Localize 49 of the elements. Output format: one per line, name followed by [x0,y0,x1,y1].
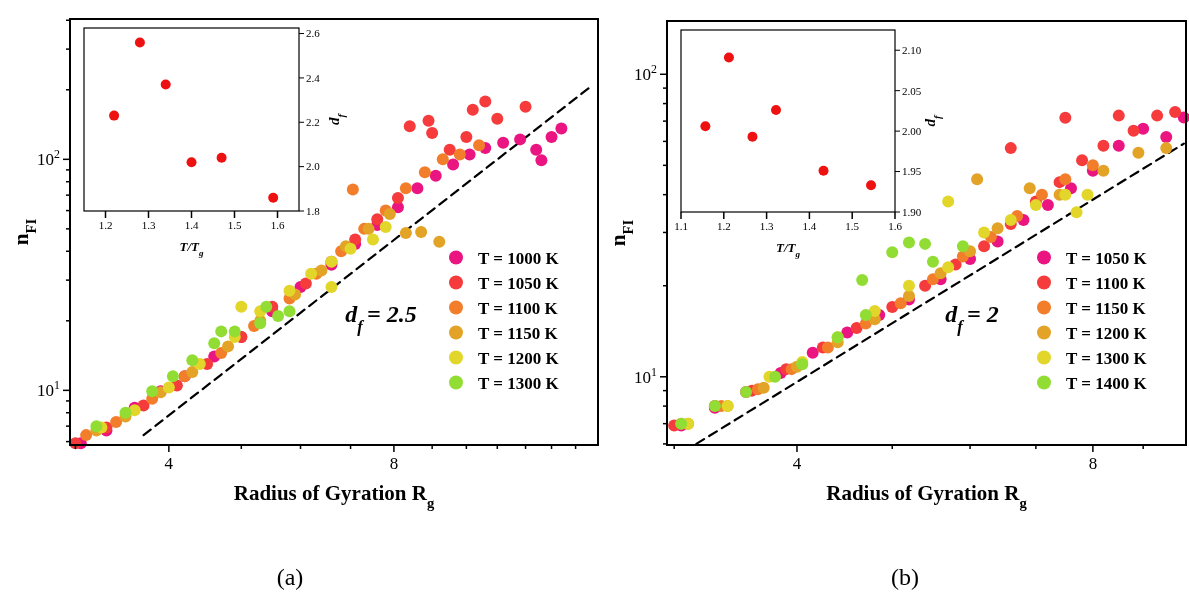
x-tick-label: 1.2 [98,219,113,231]
legend-label: T = 1200 K [1066,323,1148,343]
legend-label: T = 1050 K [478,273,560,293]
x-tick-label: 1.1 [674,220,688,232]
legend-label: T = 1150 K [478,323,559,343]
legend-label: T = 1150 K [1066,298,1147,318]
legend-label: T = 1400 K [1066,373,1148,393]
text: (b) [891,564,919,590]
x-tick-label: 1.5 [845,220,860,232]
legend-label: T = 1200 K [478,348,560,368]
x-tick-label: 1.3 [141,219,156,231]
x-tick-label: 8 [389,454,399,473]
legend-label: T = 1000 K [478,248,560,268]
legend-label: T = 1100 K [1066,273,1147,293]
y2-tick-label: 1.90 [902,205,922,218]
y2-tick-label: 2.6 [306,27,321,40]
annotation: d$_{f}$ = 2 [945,301,999,336]
y2-tick-label: 2.00 [902,124,922,137]
y-tick-label: 10$^{2}$ [37,147,61,170]
x-axis-title: Radius of Gyration R$_{g}$ [826,481,1028,511]
x-axis-title: T/T$_{g}$ [775,240,801,259]
x-tick-label: 8 [1088,454,1098,473]
annotation: d$_{f}$ = 2.5 [345,301,417,336]
x-axis-title: T/T$_{g}$ [179,239,204,258]
x-tick-label: 1.5 [227,219,242,231]
x-tick-label: 1.4 [184,219,199,231]
legend-label: T = 1300 K [478,373,560,393]
x-tick-label: 1.6 [888,220,903,232]
y-tick-label: 10$^{1}$ [634,364,658,387]
x-tick-label: 1.6 [270,219,285,231]
y2-tick-label: 2.2 [306,116,320,129]
y2-tick-label: 1.95 [902,165,922,178]
y2-tick-label: 2.05 [902,84,922,97]
x-tick-label: 1.4 [802,220,817,232]
y2-tick-label: 2.10 [902,44,922,57]
x-tick-label: 1.2 [716,220,731,232]
legend-label: T = 1300 K [1066,348,1148,368]
x-tick-label: 4 [792,454,802,473]
y-tick-label: 10$^{2}$ [634,62,658,85]
y2-tick-label: 2.4 [306,71,321,84]
x-tick-label: 4 [164,454,174,473]
legend-label: T = 1100 K [478,298,559,318]
y-tick-label: 10$^{1}$ [37,378,61,401]
x-axis-title: Radius of Gyration R$_{g}$ [233,481,435,511]
text: (a) [276,564,304,590]
x-tick-label: 1.3 [759,220,774,232]
y2-tick-label: 1.8 [306,204,321,217]
legend-label: T = 1050 K [1066,248,1148,268]
y2-tick-label: 2.0 [306,160,321,173]
